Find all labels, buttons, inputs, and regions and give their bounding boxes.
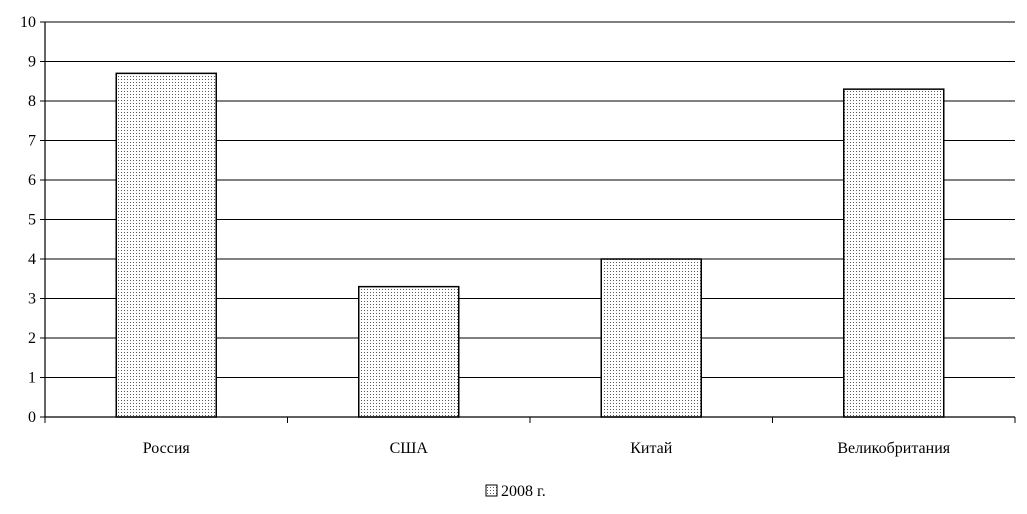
- y-tick-label-2: 2: [28, 330, 36, 347]
- bar-3: [601, 259, 701, 417]
- bar-4: [844, 89, 944, 417]
- y-tick-label-3: 3: [28, 291, 36, 308]
- y-tick-label-6: 6: [28, 172, 36, 189]
- y-tick-label-4: 4: [28, 251, 36, 268]
- y-tick-labels: 0 1 2 3 4 5 6 7 8 9 10: [20, 14, 36, 426]
- y-tick-label-8: 8: [28, 93, 36, 110]
- x-category-label-1: Россия: [143, 440, 191, 457]
- y-tick-label-9: 9: [28, 54, 36, 71]
- y-tick-label-10: 10: [20, 14, 36, 31]
- bar-1: [116, 73, 216, 417]
- x-category-labels: Россия США Китай Великобритания: [143, 440, 951, 457]
- legend: 2008 г.: [486, 483, 546, 500]
- x-category-label-2: США: [390, 440, 429, 457]
- bars: [116, 73, 944, 417]
- x-category-label-4: Великобритания: [837, 440, 950, 457]
- y-tick-label-5: 5: [28, 212, 36, 229]
- y-tick-label-1: 1: [28, 370, 36, 387]
- y-tick-label-0: 0: [28, 409, 36, 426]
- x-category-label-3: Китай: [630, 440, 673, 457]
- legend-label: 2008 г.: [501, 483, 546, 500]
- bar-2: [359, 287, 459, 417]
- y-tick-label-7: 7: [28, 133, 36, 150]
- legend-swatch: [486, 485, 497, 496]
